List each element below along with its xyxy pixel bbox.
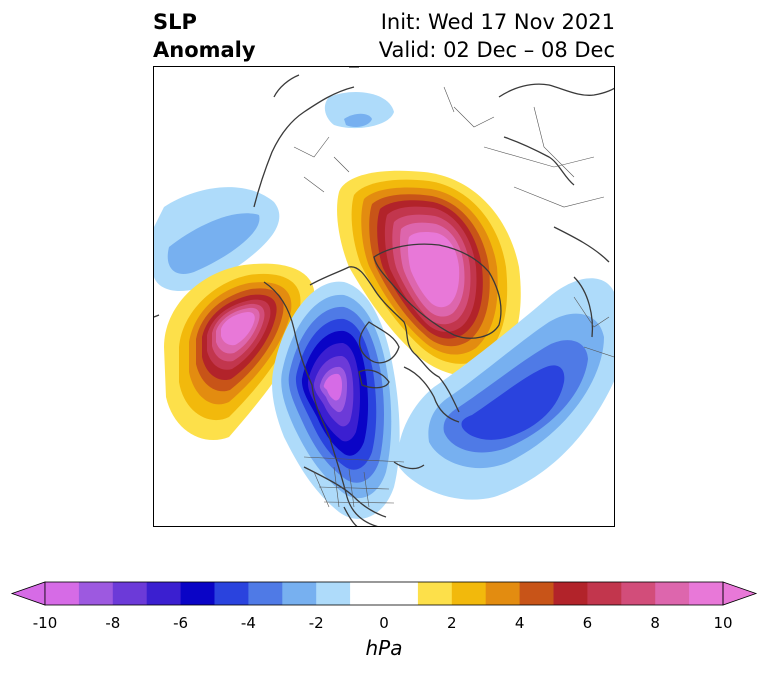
map-panel [153, 66, 615, 527]
siberia-negative-anomaly [324, 92, 394, 129]
title-variable: SLP [153, 10, 197, 34]
colorbar-segment [78, 582, 114, 605]
colorbar-segment [248, 582, 283, 605]
slp-anomaly-map [154, 67, 614, 526]
colorbar-tick-label: 6 [582, 614, 593, 632]
colorbar-tick-label: -4 [240, 614, 256, 632]
colorbar-tick-label: -10 [32, 614, 58, 632]
colorbar-border [44, 581, 724, 606]
colorbar-tick-label: -8 [105, 614, 121, 632]
colorbar-segment [282, 582, 317, 605]
alaska-positive-anomaly [164, 263, 315, 441]
colorbar-segment [112, 582, 148, 605]
init-date: Init: Wed 17 Nov 2021 [380, 10, 615, 34]
colorbar-segment [451, 582, 487, 605]
colorbar-segment [316, 582, 351, 605]
colorbar-segment [350, 582, 385, 605]
colorbar-tick-label: 4 [514, 614, 525, 632]
plot-title-right: Init: Wed 17 Nov 2021 Valid: 02 Dec – 08… [379, 8, 615, 64]
colorbar-under-extension [10, 581, 46, 606]
pacific-negative-anomaly [154, 187, 280, 292]
colorbar-segment [655, 582, 690, 605]
colorbar-segment [417, 582, 453, 605]
colorbar-segment [214, 582, 249, 605]
canada-negative-anomaly [272, 281, 400, 519]
political-borders [293, 86, 614, 508]
colorbar-tick-label: 10 [713, 614, 733, 632]
colorbar-segment [587, 582, 622, 605]
colorbar [10, 581, 758, 606]
title-type: Anomaly [153, 38, 256, 62]
colorbar-over-extension [722, 581, 758, 606]
plot-title-left: SLP Anomaly [153, 8, 256, 64]
coastlines [154, 67, 614, 526]
colorbar-label: hPa [365, 636, 403, 660]
colorbar-segment [519, 582, 554, 605]
colorbar-segment [553, 582, 588, 605]
colorbar-segment [621, 582, 656, 605]
atlantic-negative-anomaly [398, 278, 614, 500]
colorbar-segment [146, 582, 182, 605]
arctic-positive-anomaly [337, 170, 521, 376]
colorbar-segment [485, 582, 521, 605]
colorbar-segment [384, 582, 419, 605]
colorbar-tick-label: 0 [379, 614, 389, 632]
colorbar-tick-label: 2 [447, 614, 457, 632]
colorbar-segment [45, 582, 80, 605]
colorbar-tick-label: 8 [650, 614, 660, 632]
colorbar-tick-label: -6 [173, 614, 189, 632]
colorbar-segment [180, 582, 215, 605]
colorbar-segment [689, 582, 724, 605]
colorbar-tick-label: -2 [308, 614, 324, 632]
valid-range: Valid: 02 Dec – 08 Dec [378, 38, 615, 62]
